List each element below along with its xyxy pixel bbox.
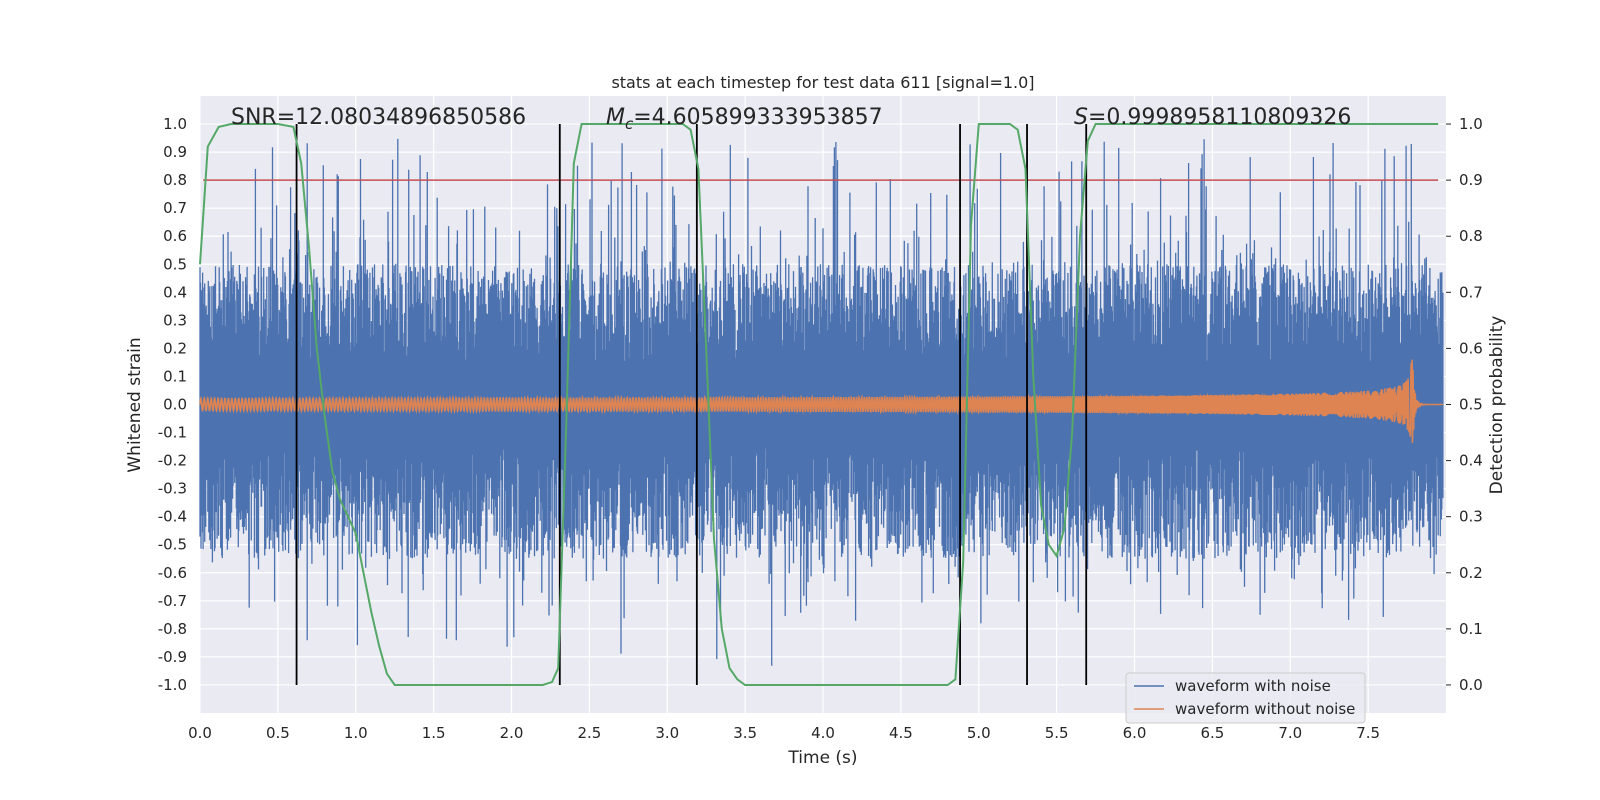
series-detection-probability [199, 123, 1439, 686]
legend-label-clean: waveform without noise [1175, 700, 1355, 718]
y-tick-label: 0.7 [163, 199, 187, 217]
y-tick-label: 0.0 [163, 396, 187, 414]
chart-title: stats at each timestep for test data 611… [611, 73, 1034, 92]
s-value: =0.9998958110809326 [1088, 105, 1351, 130]
chirp-mass-annotation: Mc=4.605899333953857 [606, 105, 883, 133]
y2-tick-label: 0.6 [1459, 339, 1483, 357]
x-tick-label: 3.0 [655, 724, 679, 742]
chirp-mass-symbol: M [606, 105, 625, 130]
y-tick-label: -0.6 [158, 564, 187, 582]
legend-label-noisy: waveform with noise [1175, 677, 1331, 695]
x-tick-label: 2.0 [500, 724, 524, 742]
y2-tick-label: 0.2 [1459, 564, 1483, 582]
y2-tick-label: 1.0 [1459, 115, 1483, 133]
x-tick-label: 7.0 [1278, 724, 1302, 742]
y-tick-label: 0.5 [163, 255, 187, 273]
x-tick-label: 5.5 [1045, 724, 1069, 742]
y-tick-label: -0.9 [158, 648, 187, 666]
y-tick-label: 0.8 [163, 171, 187, 189]
legend-box [1125, 672, 1366, 724]
series-waveform-without-noise [199, 359, 1443, 443]
s-symbol: S [1074, 105, 1088, 130]
x-tick-label: 1.5 [422, 724, 446, 742]
x-tick-label: 4.0 [811, 724, 835, 742]
x-tick-label: 6.0 [1123, 724, 1147, 742]
y-axis-label: Whitened strain [125, 337, 145, 472]
y2-tick-label: 0.0 [1459, 676, 1483, 694]
y-tick-label: 1.0 [163, 115, 187, 133]
y-axis-ticks: -1.0 -0.9 -0.8 -0.7 -0.6 -0.5 -0.4 -0.3 -0.2 -0.1… [158, 115, 187, 694]
x-tick-label: 5.0 [967, 724, 991, 742]
x-tick-label: 4.5 [889, 724, 913, 742]
probability-line [199, 123, 1439, 686]
y2-tick-label: 0.7 [1459, 283, 1483, 301]
clean-waveform-path [199, 359, 1443, 443]
y-tick-label: -0.1 [158, 424, 187, 442]
y-tick-label: 0.3 [163, 311, 187, 329]
chirp-mass-subscript: c [625, 115, 634, 133]
y-tick-label: 0.1 [163, 367, 187, 385]
x-tick-label: 0.0 [188, 724, 212, 742]
y-tick-label: 0.9 [163, 143, 187, 161]
y-tick-label: -0.2 [158, 452, 187, 470]
y-tick-label: -0.5 [158, 536, 187, 554]
snr-annotation: SNR=12.08034896850586 [231, 105, 526, 130]
y-tick-label: -1.0 [158, 676, 187, 694]
x-axis-ticks: 0.0 0.5 1.0 1.5 2.0 2.5 3.0 3.5 4.0 4.5 5.0 5.5 6.0 6… [188, 724, 1380, 742]
y-tick-label: -0.4 [158, 508, 187, 526]
s-annotation: S=0.9998958110809326 [1074, 105, 1351, 130]
y2-tick-label: 0.3 [1459, 508, 1483, 526]
x-tick-label: 0.5 [266, 724, 290, 742]
x-tick-label: 6.5 [1200, 724, 1224, 742]
y2-tick-label: 0.5 [1459, 396, 1483, 414]
y-tick-label: -0.7 [158, 592, 187, 610]
y2-axis-ticks: 0.0 0.1 0.2 0.3 0.4 0.5 0.6 0.7 0.8 0.9 1.0 [1446, 115, 1483, 694]
y-tick-label: -0.3 [158, 480, 187, 498]
y2-tick-label: 0.1 [1459, 620, 1483, 638]
x-tick-label: 3.5 [733, 724, 757, 742]
x-axis-label: Time (s) [787, 748, 857, 768]
y2-tick-label: 0.4 [1459, 452, 1483, 470]
y2-tick-label: 0.8 [1459, 227, 1483, 245]
x-tick-label: 1.0 [344, 724, 368, 742]
x-tick-label: 7.5 [1356, 724, 1380, 742]
y2-axis-label: Detection probability [1487, 316, 1507, 495]
chirp-mass-value: =4.605899333953857 [633, 105, 882, 130]
y-tick-label: 0.4 [163, 283, 187, 301]
x-tick-label: 2.5 [577, 724, 601, 742]
y2-tick-label: 0.9 [1459, 171, 1483, 189]
y-tick-label: -0.8 [158, 620, 187, 638]
y-tick-label: 0.6 [163, 227, 187, 245]
y-tick-label: 0.2 [163, 339, 187, 357]
legend: waveform with noise waveform without noi… [1125, 672, 1366, 724]
